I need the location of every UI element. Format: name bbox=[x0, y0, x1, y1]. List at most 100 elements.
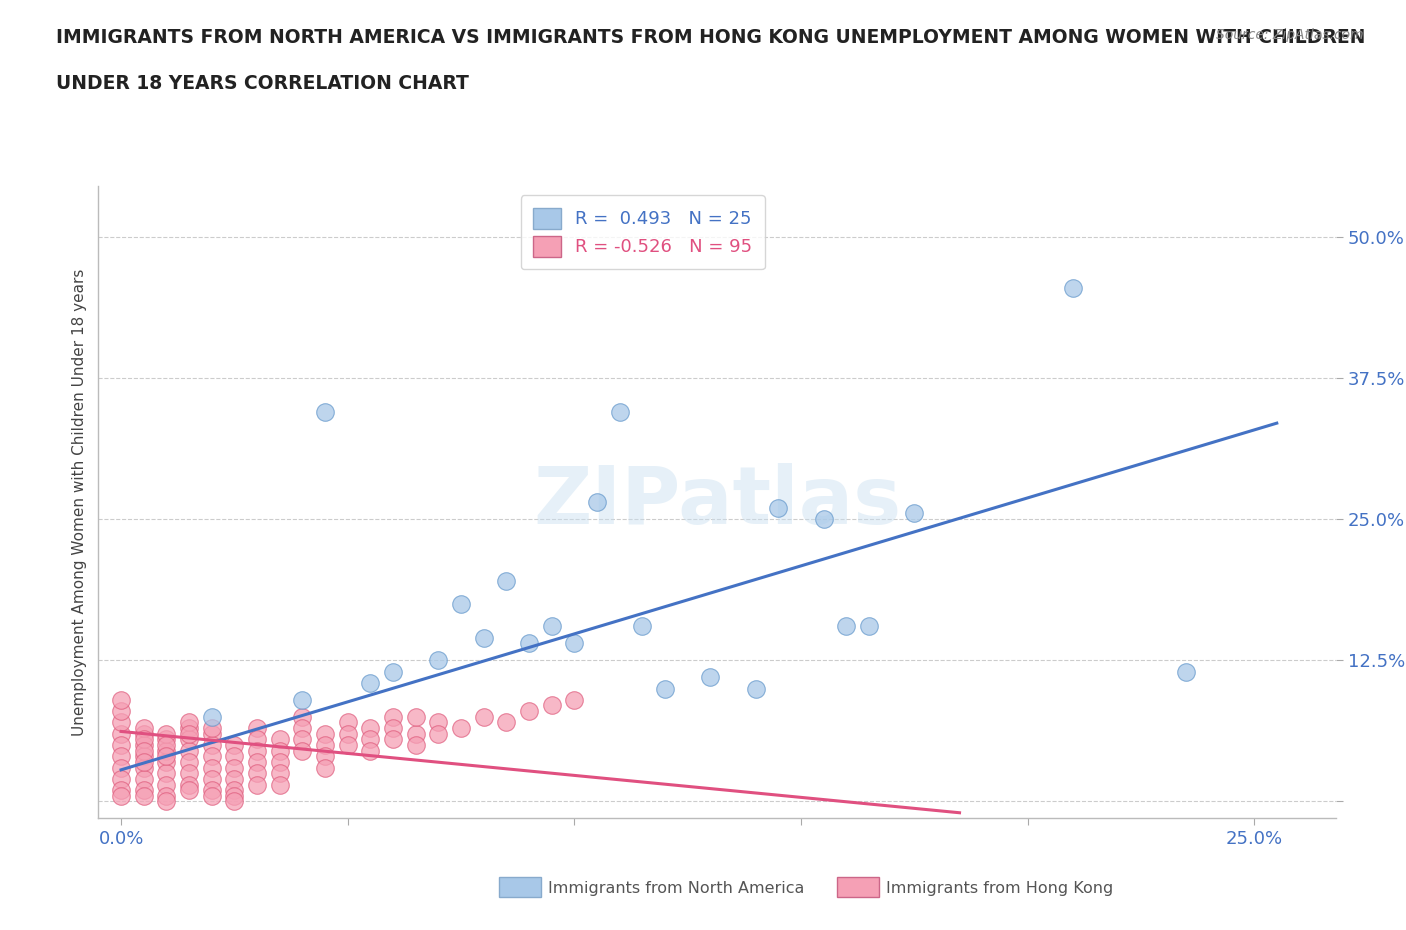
Point bbox=[269, 754, 291, 769]
Point bbox=[405, 710, 427, 724]
Point bbox=[201, 749, 224, 764]
Point bbox=[177, 721, 200, 736]
Point bbox=[269, 765, 291, 780]
Point bbox=[177, 783, 200, 798]
Text: IMMIGRANTS FROM NORTH AMERICA VS IMMIGRANTS FROM HONG KONG UNEMPLOYMENT AMONG WO: IMMIGRANTS FROM NORTH AMERICA VS IMMIGRA… bbox=[56, 28, 1365, 46]
Point bbox=[495, 715, 517, 730]
Point bbox=[631, 619, 654, 634]
Point bbox=[132, 754, 155, 769]
Point bbox=[472, 631, 495, 645]
Point bbox=[201, 772, 224, 787]
Point bbox=[110, 726, 132, 741]
Point bbox=[201, 721, 224, 736]
Text: Immigrants from Hong Kong: Immigrants from Hong Kong bbox=[886, 881, 1114, 896]
Point bbox=[405, 737, 427, 752]
Point bbox=[201, 737, 224, 752]
Point bbox=[654, 681, 676, 696]
Point bbox=[495, 574, 517, 589]
Point bbox=[132, 749, 155, 764]
Point bbox=[246, 765, 269, 780]
Point bbox=[132, 732, 155, 747]
Point bbox=[314, 749, 336, 764]
Point bbox=[132, 726, 155, 741]
Point bbox=[132, 743, 155, 758]
Point bbox=[359, 721, 381, 736]
Point bbox=[155, 777, 177, 792]
Text: Immigrants from North America: Immigrants from North America bbox=[548, 881, 804, 896]
Point bbox=[903, 506, 925, 521]
Point bbox=[609, 405, 631, 419]
Point bbox=[110, 783, 132, 798]
Point bbox=[813, 512, 835, 526]
Point bbox=[132, 783, 155, 798]
Point bbox=[269, 732, 291, 747]
Point bbox=[155, 732, 177, 747]
Point bbox=[224, 737, 246, 752]
Point bbox=[201, 710, 224, 724]
Point bbox=[291, 710, 314, 724]
Point bbox=[155, 789, 177, 804]
Point bbox=[314, 726, 336, 741]
Point bbox=[155, 743, 177, 758]
Point bbox=[224, 760, 246, 775]
Point bbox=[224, 789, 246, 804]
Point bbox=[110, 704, 132, 719]
Point bbox=[336, 737, 359, 752]
Point bbox=[336, 715, 359, 730]
Point bbox=[269, 777, 291, 792]
Point bbox=[699, 670, 721, 684]
Text: ZIPatlas: ZIPatlas bbox=[533, 463, 901, 541]
Point bbox=[155, 754, 177, 769]
Point bbox=[835, 619, 858, 634]
Point bbox=[201, 789, 224, 804]
Point bbox=[359, 675, 381, 690]
Point bbox=[177, 777, 200, 792]
Point bbox=[110, 749, 132, 764]
Point bbox=[744, 681, 766, 696]
Point bbox=[405, 726, 427, 741]
Point bbox=[359, 743, 381, 758]
Point bbox=[450, 721, 472, 736]
Point bbox=[858, 619, 880, 634]
Point bbox=[155, 765, 177, 780]
Point bbox=[427, 726, 450, 741]
Point bbox=[562, 692, 585, 708]
Point bbox=[1175, 664, 1198, 679]
Point bbox=[132, 721, 155, 736]
Point bbox=[177, 715, 200, 730]
Point bbox=[224, 783, 246, 798]
Point bbox=[155, 726, 177, 741]
Point bbox=[517, 704, 540, 719]
Point bbox=[132, 760, 155, 775]
Point bbox=[450, 596, 472, 611]
Point bbox=[382, 732, 405, 747]
Y-axis label: Unemployment Among Women with Children Under 18 years: Unemployment Among Women with Children U… bbox=[72, 269, 87, 736]
Point bbox=[201, 783, 224, 798]
Point bbox=[586, 495, 609, 510]
Point bbox=[291, 692, 314, 708]
Point bbox=[110, 737, 132, 752]
Point bbox=[427, 653, 450, 668]
Point bbox=[224, 749, 246, 764]
Point bbox=[314, 760, 336, 775]
Point bbox=[562, 636, 585, 651]
Point bbox=[427, 715, 450, 730]
Point bbox=[336, 726, 359, 741]
Point bbox=[155, 749, 177, 764]
Point bbox=[155, 794, 177, 809]
Point bbox=[472, 710, 495, 724]
Point bbox=[517, 636, 540, 651]
Point bbox=[177, 754, 200, 769]
Point bbox=[110, 715, 132, 730]
Point bbox=[110, 772, 132, 787]
Point bbox=[314, 737, 336, 752]
Point bbox=[110, 789, 132, 804]
Point bbox=[201, 760, 224, 775]
Point bbox=[269, 743, 291, 758]
Point bbox=[382, 710, 405, 724]
Text: UNDER 18 YEARS CORRELATION CHART: UNDER 18 YEARS CORRELATION CHART bbox=[56, 74, 470, 93]
Point bbox=[291, 743, 314, 758]
Point bbox=[177, 732, 200, 747]
Point bbox=[201, 726, 224, 741]
Text: Source: ZipAtlas.com: Source: ZipAtlas.com bbox=[1216, 28, 1364, 42]
